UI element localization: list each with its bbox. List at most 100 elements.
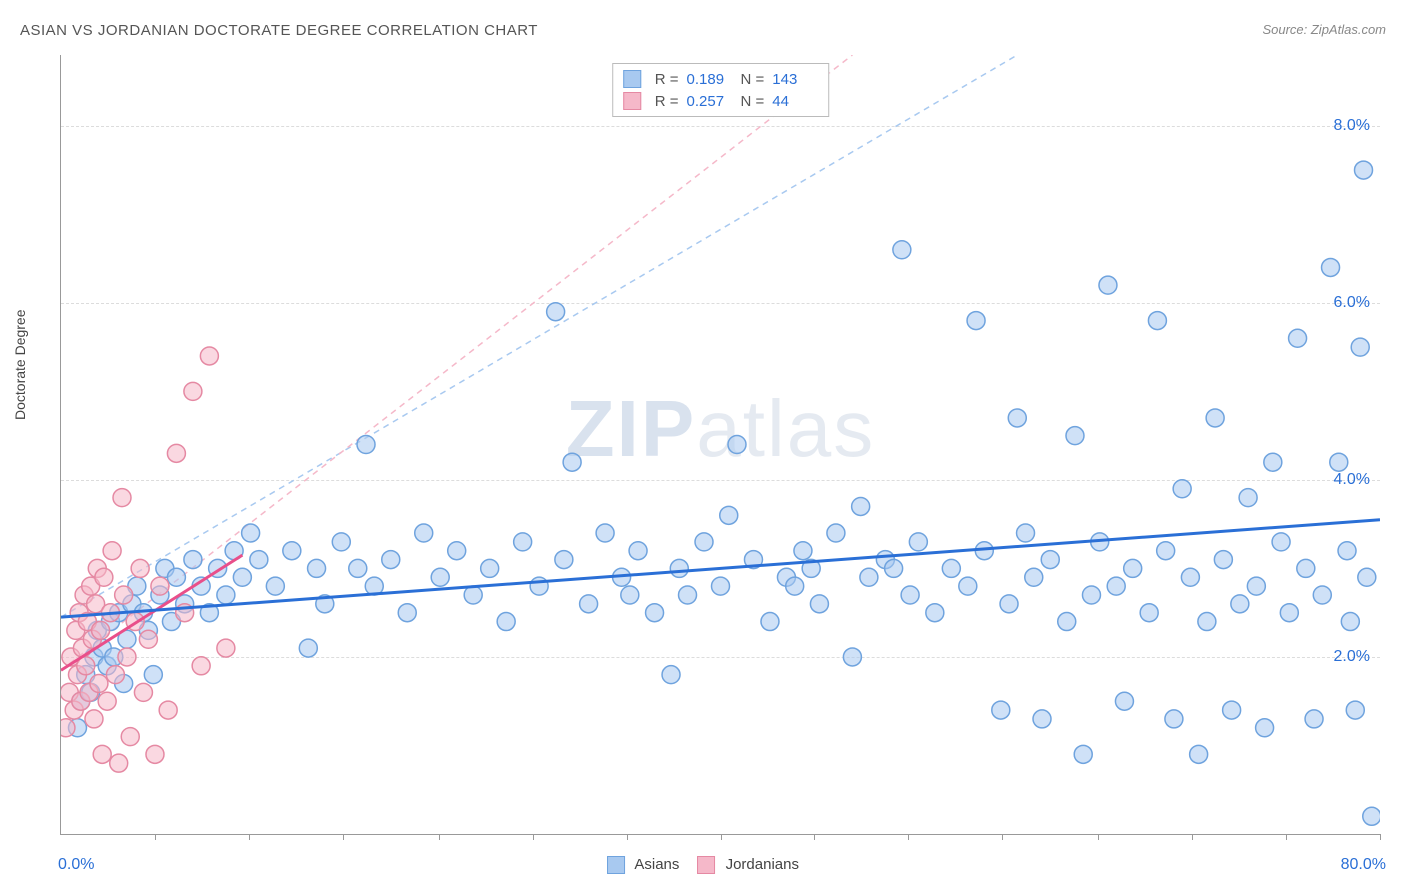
n-label: N = (741, 71, 765, 88)
legend-swatch-jordanians (623, 92, 641, 110)
point-asians (1330, 453, 1348, 471)
n-value: 44 (772, 93, 818, 110)
point-asians (901, 586, 919, 604)
point-asians (761, 613, 779, 631)
point-asians (299, 639, 317, 657)
point-asians (1140, 604, 1158, 622)
point-jordanians (134, 683, 152, 701)
n-value: 143 (772, 71, 818, 88)
point-asians (167, 568, 185, 586)
point-asians (720, 506, 738, 524)
point-asians (1107, 577, 1125, 595)
point-asians (1025, 568, 1043, 586)
point-asians (464, 586, 482, 604)
legend-row-jordanians: R = 0.257 N = 44 (623, 90, 819, 112)
point-asians (1297, 559, 1315, 577)
point-asians (1313, 586, 1331, 604)
x-tick (814, 834, 815, 840)
point-jordanians (113, 489, 131, 507)
point-asians (431, 568, 449, 586)
point-asians (1206, 409, 1224, 427)
x-tick (1380, 834, 1381, 840)
chart-svg (61, 55, 1380, 834)
x-tick (533, 834, 534, 840)
point-asians (679, 586, 697, 604)
point-asians (1099, 276, 1117, 294)
x-tick (1286, 834, 1287, 840)
n-label: N = (741, 93, 765, 110)
point-asians (415, 524, 433, 542)
point-asians (1181, 568, 1199, 586)
point-jordanians (95, 568, 113, 586)
point-jordanians (115, 586, 133, 604)
point-asians (382, 551, 400, 569)
point-asians (1338, 542, 1356, 560)
point-jordanians (106, 666, 124, 684)
point-asians (1305, 710, 1323, 728)
point-asians (1082, 586, 1100, 604)
legend-label: Jordanians (726, 856, 799, 873)
point-asians (349, 559, 367, 577)
x-tick (1002, 834, 1003, 840)
point-asians (184, 551, 202, 569)
point-asians (1214, 551, 1232, 569)
x-tick (439, 834, 440, 840)
point-jordanians (103, 542, 121, 560)
point-asians (357, 436, 375, 454)
point-asians (283, 542, 301, 560)
chart-title: ASIAN VS JORDANIAN DOCTORATE DEGREE CORR… (20, 22, 538, 39)
point-asians (514, 533, 532, 551)
x-tick (1192, 834, 1193, 840)
point-asians (233, 568, 251, 586)
x-tick (249, 834, 250, 840)
x-tick (343, 834, 344, 840)
point-asians (481, 559, 499, 577)
legend-swatch-jordanians (697, 856, 715, 874)
point-asians (992, 701, 1010, 719)
point-asians (926, 604, 944, 622)
correlation-legend: R = 0.189 N = 143 R = 0.257 N = 44 (612, 63, 830, 117)
point-asians (1058, 613, 1076, 631)
point-asians (1264, 453, 1282, 471)
point-asians (1148, 312, 1166, 330)
point-asians (860, 568, 878, 586)
point-asians (959, 577, 977, 595)
point-asians (646, 604, 664, 622)
point-asians (1008, 409, 1026, 427)
point-jordanians (93, 745, 111, 763)
point-asians (712, 577, 730, 595)
x-tick (155, 834, 156, 840)
point-asians (497, 613, 515, 631)
point-asians (843, 648, 861, 666)
point-asians (629, 542, 647, 560)
x-axis-max-label: 80.0% (1341, 856, 1386, 874)
point-jordanians (146, 745, 164, 763)
point-jordanians (121, 728, 139, 746)
point-jordanians (92, 621, 110, 639)
x-tick (721, 834, 722, 840)
point-asians (563, 453, 581, 471)
point-jordanians (90, 675, 108, 693)
point-asians (893, 241, 911, 259)
r-label: R = (655, 93, 679, 110)
point-asians (1355, 161, 1373, 179)
x-axis-min-label: 0.0% (58, 856, 94, 874)
point-asians (1341, 613, 1359, 631)
r-label: R = (655, 71, 679, 88)
legend-item-asians: Asians (607, 856, 679, 874)
point-asians (242, 524, 260, 542)
point-asians (250, 551, 268, 569)
r-value: 0.257 (687, 93, 733, 110)
point-asians (1256, 719, 1274, 737)
point-asians (1272, 533, 1290, 551)
point-asians (1000, 595, 1018, 613)
point-asians (1165, 710, 1183, 728)
point-asians (1363, 807, 1380, 825)
legend-item-jordanians: Jordanians (697, 856, 799, 874)
point-asians (827, 524, 845, 542)
point-jordanians (110, 754, 128, 772)
point-jordanians (131, 559, 149, 577)
legend-swatch-asians (623, 70, 641, 88)
point-asians (530, 577, 548, 595)
point-asians (728, 436, 746, 454)
